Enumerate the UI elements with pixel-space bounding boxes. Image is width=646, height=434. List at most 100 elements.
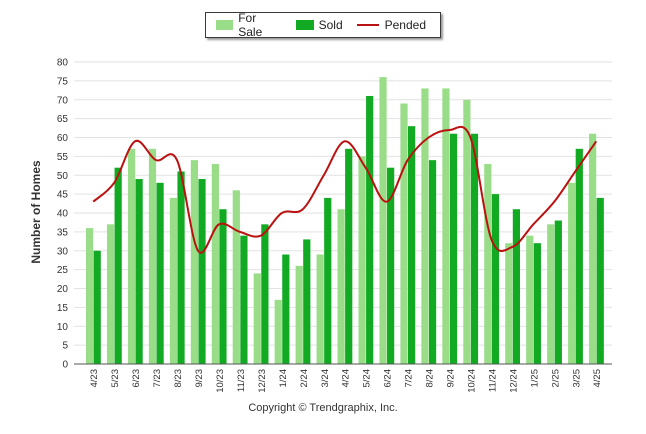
- bar-for-sale[interactable]: [358, 156, 366, 364]
- y-tick-label: 40: [57, 209, 69, 220]
- legend-item-sold[interactable]: Sold: [295, 18, 343, 32]
- bar-sold[interactable]: [470, 133, 479, 364]
- bar-sold[interactable]: [491, 194, 500, 364]
- bar-for-sale[interactable]: [421, 88, 429, 365]
- bar-sold[interactable]: [575, 148, 583, 364]
- bar-sold[interactable]: [261, 224, 269, 364]
- x-tick-label: 6/24: [383, 369, 394, 388]
- y-tick-label: 35: [57, 227, 69, 238]
- legend-label-pended: Pended: [384, 18, 426, 32]
- bar-for-sale[interactable]: [463, 99, 471, 364]
- bar-sold[interactable]: [596, 197, 604, 364]
- bar-sold[interactable]: [428, 160, 437, 364]
- bar-sold[interactable]: [177, 171, 185, 364]
- y-tick-label: 25: [57, 265, 69, 276]
- x-tick-label: 7/24: [404, 369, 415, 388]
- bar-sold[interactable]: [533, 243, 541, 364]
- bar-for-sale[interactable]: [86, 228, 94, 364]
- bar-for-sale[interactable]: [400, 103, 408, 365]
- bar-for-sale[interactable]: [295, 265, 303, 364]
- bar-for-sale[interactable]: [547, 224, 555, 364]
- bar-sold[interactable]: [303, 239, 311, 364]
- x-tick-label: 11/24: [487, 369, 498, 392]
- bar-sold[interactable]: [324, 197, 332, 364]
- bar-for-sale[interactable]: [148, 148, 157, 364]
- bars: [86, 77, 604, 365]
- x-tick-label: 5/24: [362, 369, 373, 388]
- x-tick-label: 10/24: [466, 369, 477, 393]
- bar-sold[interactable]: [345, 148, 353, 364]
- bar-sold[interactable]: [135, 179, 143, 364]
- bar-sold[interactable]: [366, 95, 374, 364]
- bar-sold[interactable]: [198, 179, 206, 364]
- y-tick-label: 65: [57, 114, 69, 125]
- x-tick-label: 4/24: [341, 369, 352, 388]
- bar-for-sale[interactable]: [484, 163, 492, 364]
- y-tick-label: 45: [57, 190, 69, 201]
- bar-for-sale[interactable]: [337, 209, 345, 364]
- bar-for-sale[interactable]: [379, 77, 387, 364]
- y-tick-label: 60: [57, 133, 69, 144]
- bar-sold[interactable]: [408, 126, 416, 364]
- bar-for-sale[interactable]: [169, 197, 178, 364]
- x-tick-label: 1/24: [278, 369, 289, 388]
- bar-sold[interactable]: [512, 209, 520, 364]
- bar-for-sale[interactable]: [505, 243, 513, 364]
- bar-sold[interactable]: [240, 235, 248, 364]
- x-tick-label: 4/25: [592, 369, 603, 388]
- x-tick-label: 8/24: [425, 369, 436, 388]
- y-tick-label: 5: [62, 341, 68, 352]
- bar-sold[interactable]: [219, 209, 227, 364]
- bar-sold[interactable]: [387, 167, 395, 364]
- pended-line-layer: [92, 125, 598, 254]
- legend-item-pended[interactable]: Pended: [356, 18, 426, 32]
- y-tick-label: 15: [57, 303, 69, 314]
- y-axis-label: Number of Homes: [29, 160, 43, 264]
- bar-for-sale[interactable]: [316, 254, 324, 364]
- x-axis-ticks: 4/23 5/23 6/23 7/23 8/23 9/23 10/23 11/23 12/23 1…: [89, 369, 603, 393]
- line-pended[interactable]: [92, 125, 598, 254]
- legend-item-for-sale[interactable]: For Sale: [216, 11, 282, 39]
- bar-for-sale[interactable]: [190, 160, 198, 364]
- bar-for-sale[interactable]: [127, 148, 136, 364]
- legend-label-sold: Sold: [318, 18, 343, 32]
- x-tick-label: 2/25: [550, 369, 561, 388]
- y-tick-label: 0: [62, 360, 68, 371]
- bar-sold[interactable]: [156, 182, 164, 364]
- bar-sold[interactable]: [282, 254, 290, 364]
- x-tick-label: 11/23: [236, 369, 247, 392]
- bar-sold[interactable]: [114, 167, 122, 364]
- bar-for-sale[interactable]: [589, 133, 597, 364]
- y-tick-label: 30: [57, 246, 69, 257]
- bar-sold[interactable]: [449, 133, 458, 364]
- x-tick-label: 1/25: [529, 369, 540, 388]
- bar-for-sale[interactable]: [106, 224, 115, 364]
- x-tick-label: 9/23: [194, 369, 205, 388]
- x-tick-label: 6/23: [131, 369, 142, 388]
- copyright-text: Copyright © Trendgraphix, Inc.: [248, 402, 398, 414]
- bar-for-sale[interactable]: [253, 273, 261, 364]
- y-axis-ticks: 0 5 10 15 20 25 30 35 40 45 50 55 60 65 70 75 80: [57, 58, 69, 371]
- x-tick-label: 2/24: [299, 369, 310, 388]
- x-tick-label: 8/23: [173, 369, 184, 388]
- x-tick-label: 12/24: [508, 369, 519, 393]
- x-tick-label: 12/23: [257, 369, 268, 393]
- bar-for-sale[interactable]: [274, 299, 282, 364]
- bar-for-sale[interactable]: [568, 182, 576, 364]
- bar-for-sale[interactable]: [211, 163, 219, 364]
- y-tick-label: 75: [57, 76, 69, 87]
- y-tick-label: 55: [57, 152, 69, 163]
- y-tick-label: 80: [57, 58, 69, 69]
- legend-swatch-pended: [356, 24, 379, 26]
- x-tick-label: 3/24: [320, 369, 331, 388]
- bar-for-sale[interactable]: [442, 88, 450, 365]
- y-tick-label: 10: [57, 322, 69, 333]
- bar-for-sale[interactable]: [526, 235, 534, 364]
- x-tick-label: 9/24: [446, 369, 457, 388]
- bar-sold[interactable]: [93, 250, 101, 364]
- bar-sold[interactable]: [554, 220, 562, 364]
- bar-for-sale[interactable]: [232, 190, 240, 364]
- x-tick-label: 7/23: [152, 369, 163, 388]
- legend-swatch-sold: [295, 20, 314, 30]
